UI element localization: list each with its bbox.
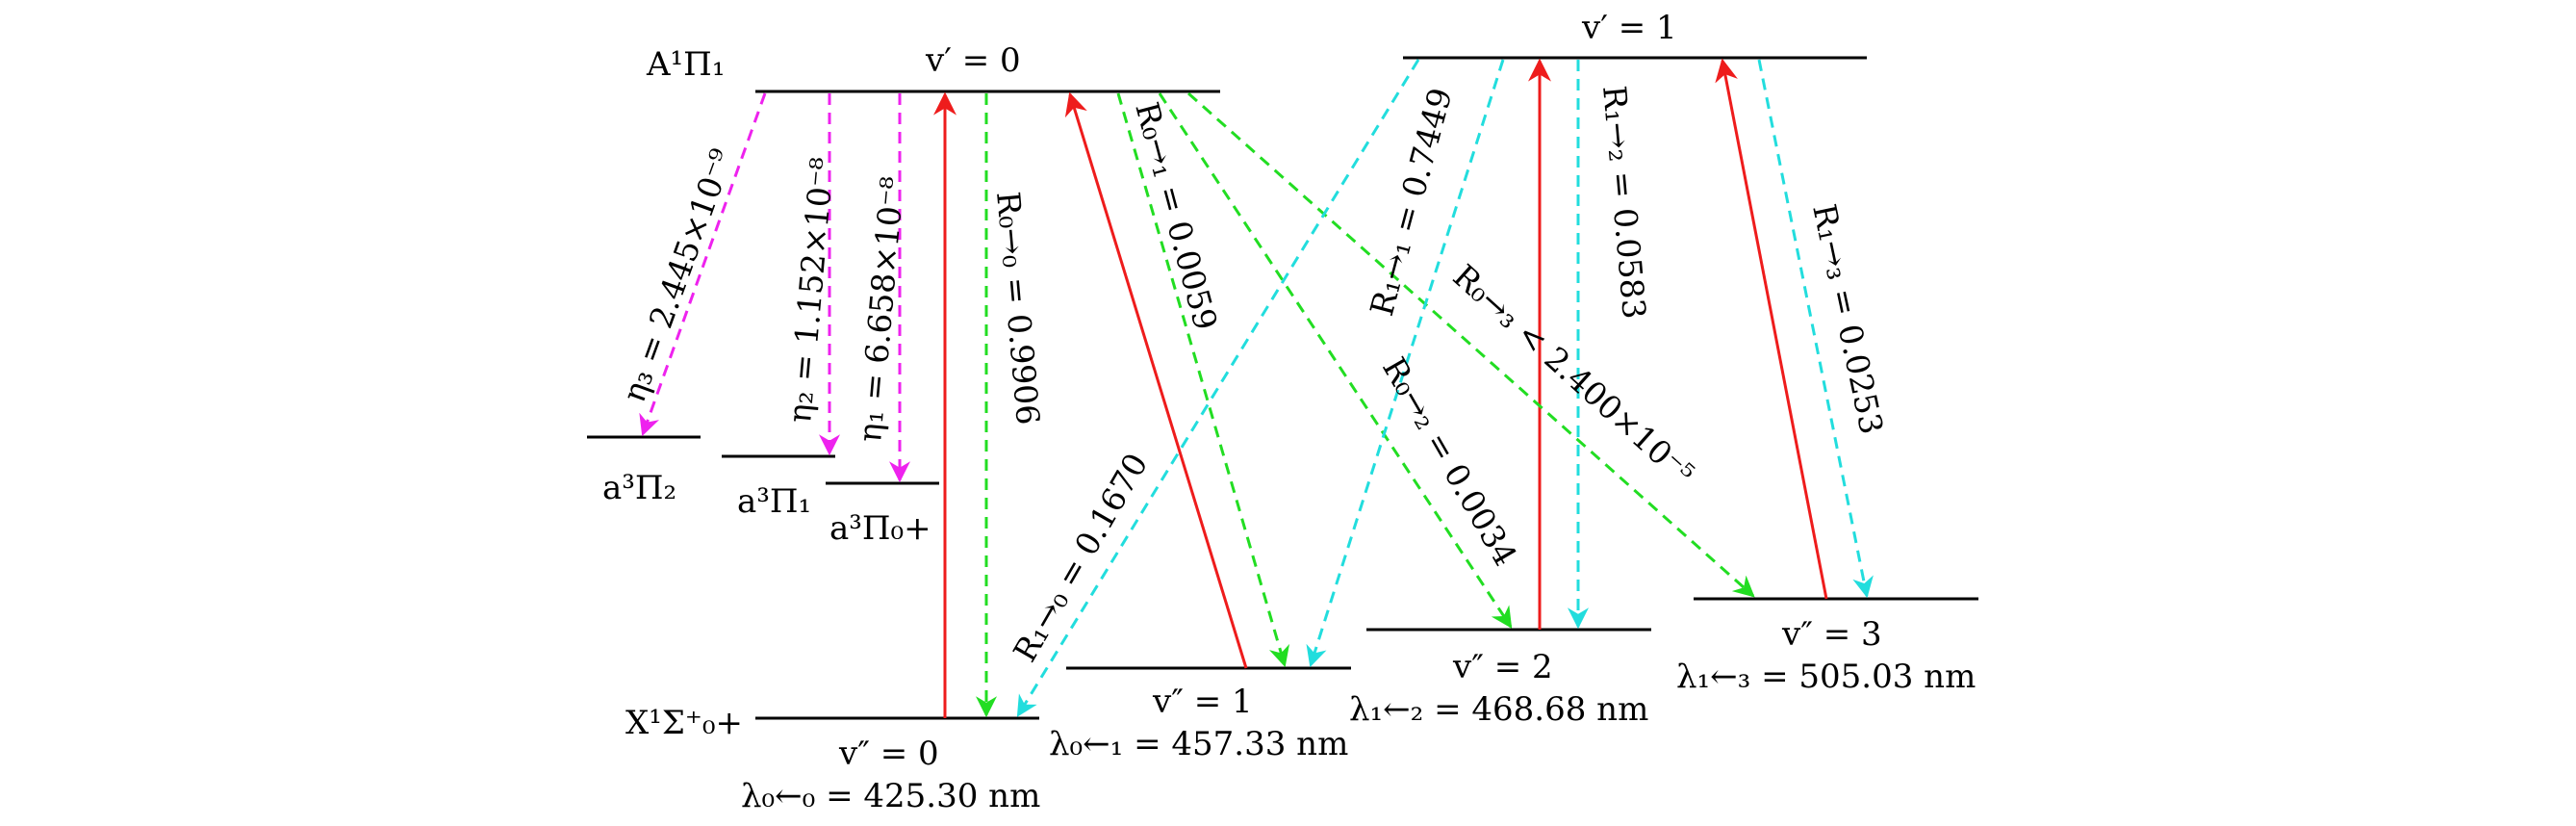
transition-label-r13: R₁→₃ = 0.0253 — [1805, 201, 1891, 438]
state-label-a3pi0: a³Π₀+ — [829, 509, 931, 548]
decay-arrow-r13 — [1757, 59, 1874, 599]
pump-arrow-1 — [1064, 91, 1248, 669]
transition-label-r11: R₁→₁ = 0.7449 — [1363, 84, 1460, 320]
wavelength-label-0: λ₀←₀ = 425.30 nm — [741, 777, 1040, 815]
transition-label-r00: R₀→₀ = 0.9906 — [989, 190, 1047, 426]
state-label-a3pi1: a³Π₁ — [737, 482, 811, 521]
level-label-lower-3: v″ = 3 — [1781, 615, 1882, 654]
decay-arrow-r11 — [1306, 59, 1505, 668]
decay-arrow-r01 — [1116, 92, 1290, 668]
decay-arrow-r02 — [1158, 92, 1513, 629]
transition-label-r03: R₀→₃ < 2.400×10⁻⁵ — [1446, 257, 1702, 493]
state-label-a3pi2: a³Π₂ — [602, 469, 676, 507]
level-label-lower-1: v″ = 1 — [1152, 683, 1253, 721]
leak-arrow-eta3 — [639, 92, 767, 437]
transition-label-eta2: η₂ = 1.152×10⁻⁸ — [780, 156, 841, 425]
level-label-upper-0: v′ = 0 — [925, 41, 1021, 80]
transition-label-r02: R₀→₂ = 0.0034 — [1375, 351, 1524, 573]
pump-arrow-3 — [1715, 58, 1828, 600]
state-label-X: X¹Σ⁺₀+ — [625, 704, 743, 742]
transition-label-r10: R₁→₀ = 0.1670 — [1006, 447, 1155, 668]
level-label-lower-2: v″ = 2 — [1452, 648, 1553, 686]
decay-arrow-r10 — [1016, 59, 1420, 717]
level-label-upper-1: v′ = 1 — [1581, 9, 1677, 47]
wavelength-label-2: λ₁←₂ = 468.68 nm — [1349, 690, 1648, 729]
transition-label-r12: R₁→₂ = 0.0583 — [1595, 84, 1653, 321]
wavelength-label-3: λ₁←₃ = 505.03 nm — [1676, 658, 1976, 696]
decay-arrow-r03 — [1187, 91, 1755, 598]
transition-label-eta3: η₃ = 2.445×10⁻⁹ — [615, 144, 741, 407]
level-label-lower-0: v″ = 0 — [838, 735, 939, 773]
transition-label-eta1: η₁ = 6.658×10⁻⁸ — [851, 175, 911, 444]
state-label-A: A¹Π₁ — [646, 45, 725, 84]
wavelength-label-1: λ₀←₁ = 457.33 nm — [1049, 725, 1348, 763]
